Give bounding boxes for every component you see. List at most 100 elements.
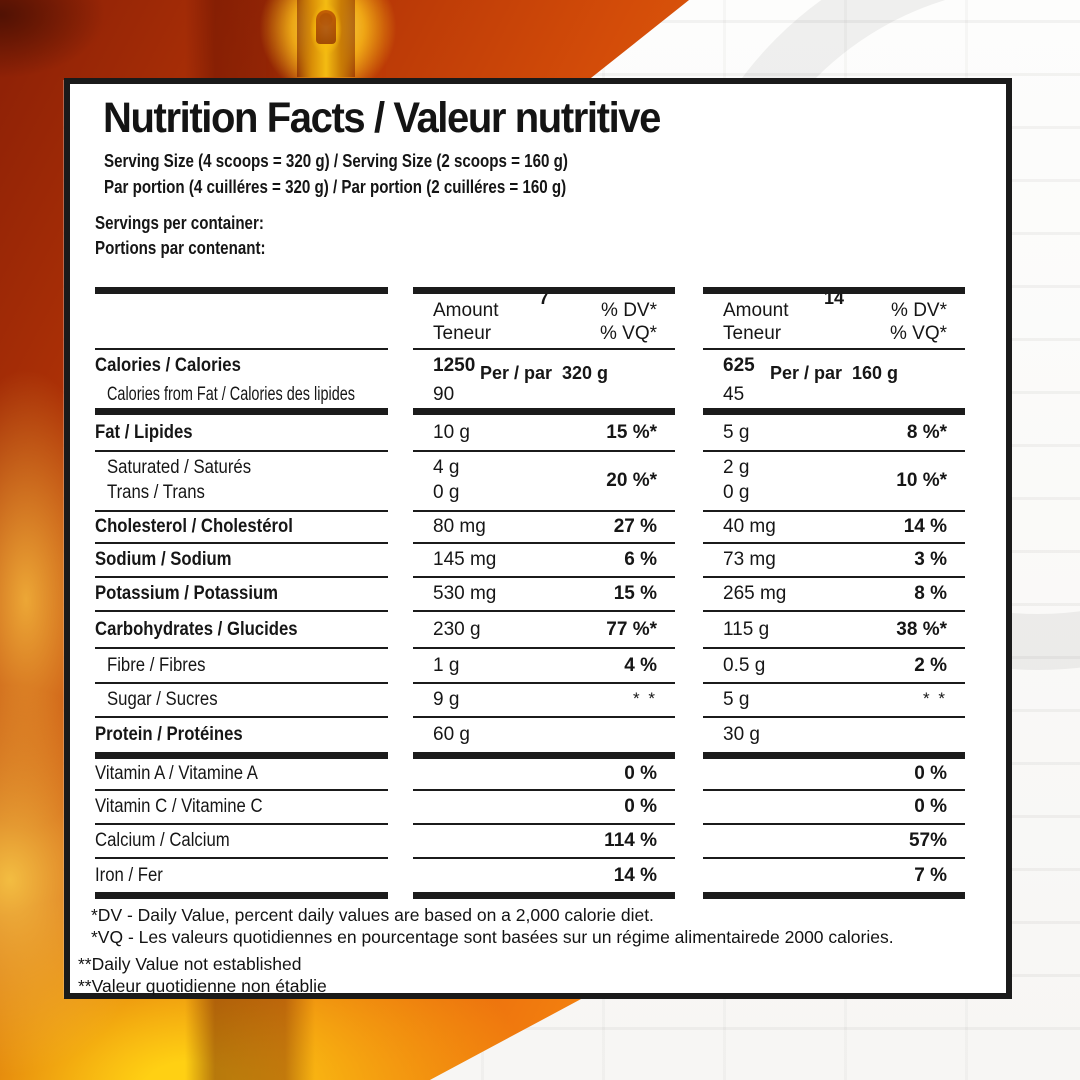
row-name: Fibre / Fibres [107,654,206,676]
table-row-calories-from-fat: Calories from Fat / Calories des lipides… [70,382,1006,408]
amount-value: 625 [723,355,755,376]
amount-value: 60 g [433,724,470,745]
table-row-vitamin-c: Vitamin C / Vitamine C 0 % 0 % [70,791,1006,825]
amount-value: 40 mg [723,515,776,537]
amount-header-col2: Amount Teneur [723,300,789,344]
footnote-vq: *VQ - Les valeurs quotidiennes en pource… [91,927,894,947]
table-row-cholesterol: Cholesterol / Cholestérol 80 mg 27 % 40 m… [70,511,1006,544]
table-row-vitamin-a: Vitamin A / Vitamine A 0 % 0 % [70,759,1006,791]
dv-value: 114 % [604,830,657,851]
nutrition-facts-label: Nutrition Facts / Valeur nutritive Servi… [64,78,1012,999]
amount-dv-header-row: Amount Teneur % DV*% VQ* Amount Teneur % D… [70,294,1006,350]
column-2-per: Per / par 160 g [769,363,899,383]
row-name: Iron / Fer [95,864,163,886]
row-name: Sugar / Sucres [107,689,218,710]
dv-value: * * [633,689,657,708]
dv-value: 0 % [914,796,947,817]
table-row-sodium: Sodium / Sodium 145 mg 6 % 73 mg 3 % [70,544,1006,578]
row-name: Saturated / Saturés [107,457,252,478]
section-bar [70,408,1006,415]
table-row-saturated-trans: Saturated / Saturés Trans / Trans 4 g 0 … [70,452,1006,512]
dv-header-col1: % DV*% VQ* [599,300,657,344]
servings-per-container-en: Servings per container: [95,213,264,233]
dv-value: 15 % [613,583,657,604]
servings-per-container: Servings per container: Portions par con… [95,209,388,436]
dv-value: 0 % [624,796,657,817]
row-name: Fat / Lipides [95,421,193,443]
amount-value: 0.5 g [723,654,766,676]
row-name: Carbohydrates / Glucides [95,618,298,640]
amount-value: 530 mg [433,583,497,604]
dv-value: * * [923,689,947,708]
dv-value: 57% [908,830,947,851]
table-row-iron: Iron / Fer 14 % 7 % [70,859,1006,892]
gold-emblem [297,0,355,77]
column-1-per: Per / par 320 g [479,363,609,383]
dv-value: 7 % [914,864,947,886]
servings-and-column-headers: Servings per container: Portions par con… [70,209,1006,436]
footnotes: *DV - Daily Value, percent daily values … [78,904,894,997]
serving-size-block: Serving Size (4 scoops = 320 g) / Servin… [104,148,656,200]
row-name: Trans / Trans [107,482,205,503]
column-1-header: 7 Per / par 320 g [413,209,675,436]
table-row-carbohydrates: Carbohydrates / Glucides 230 g 77 %* 115 … [70,612,1006,649]
section-bar [70,752,1006,759]
amount-value: 30 g [723,724,760,745]
amount-value: 80 mg [433,515,486,537]
amount-value: 115 g [723,618,770,640]
serving-size-line-en: Serving Size (4 scoops = 320 g) / Servin… [104,151,568,171]
row-name: Calories from Fat / Calories des lipides [107,384,355,405]
dv-value: 2 % [914,654,947,676]
dv-value: 0 % [624,763,657,784]
dv-value: 27 % [613,515,657,537]
dv-value: 77 %* [606,618,657,640]
footnote-valeur: **Valeur quotidienne non établie [78,976,327,996]
row-name: Calcium / Calcium [95,830,230,851]
amount-value: 90 [433,384,455,405]
table-row-protein: Protein / Protéines 60 g 30 g [70,718,1006,752]
table-row-calories: Calories / Calories 1250 625 [70,350,1006,382]
crest-icon [316,10,336,44]
serving-size-line-fr: Par portion (4 cuilléres = 320 g) / Par … [104,177,567,197]
amount-value: 145 mg [433,549,497,570]
table-row-fibre: Fibre / Fibres 1 g 4 % 0.5 g 2 % [70,649,1006,684]
row-name: Vitamin C / Vitamine C [95,796,263,817]
dv-value: 8 %* [906,421,947,443]
row-name: Protein / Protéines [95,724,243,745]
dv-value: 6 % [624,549,657,570]
amount-value: 1 g [433,654,460,676]
dv-value: 14 % [903,515,947,537]
amount-value: 1250 [433,355,476,376]
amount-value: 0 g [433,482,460,503]
table-row-fat: Fat / Lipides 10 g 15 %* 5 g 8 %* [70,415,1006,452]
table-row-sugar: Sugar / Sucres 9 g * * 5 g * * [70,684,1006,718]
amount-value: 230 g [433,618,481,640]
footnote-daily-value: **Daily Value not established [78,954,302,974]
dv-value: 14 % [613,864,657,886]
amount-value: 4 g [433,457,460,478]
amount-value: 0 g [723,482,750,503]
dv-value: 15 %* [606,421,657,443]
column-1-count: 7 [538,288,549,308]
row-name: Cholesterol / Cholestérol [95,515,293,537]
amount-value: 45 [723,384,745,405]
dv-header-col2: % DV*% VQ* [889,300,947,344]
amount-value: 5 g [723,689,750,710]
amount-value: 10 g [433,421,470,443]
row-name: Calories / Calories [95,355,241,376]
row-name: Potassium / Potassium [95,583,279,604]
table-row-potassium: Potassium / Potassium 530 mg 15 % 265 mg 8… [70,578,1006,612]
label-title: Nutrition Facts / Valeur nutritive [103,94,661,142]
amount-header-col1: Amount Teneur [433,300,499,344]
amount-value: 9 g [433,689,460,710]
amount-value: 5 g [723,421,750,443]
section-bar [70,892,1006,899]
nutrition-table: Amount Teneur % DV*% VQ* Amount Teneur % D… [70,287,1006,899]
servings-per-container-fr: Portions par contenant: [95,238,266,258]
amount-value: 265 mg [723,583,787,604]
dv-value: 20 %* [606,470,657,491]
section-bar [70,287,1006,294]
amount-value: 73 mg [723,549,776,570]
dv-value: 8 % [914,583,947,604]
